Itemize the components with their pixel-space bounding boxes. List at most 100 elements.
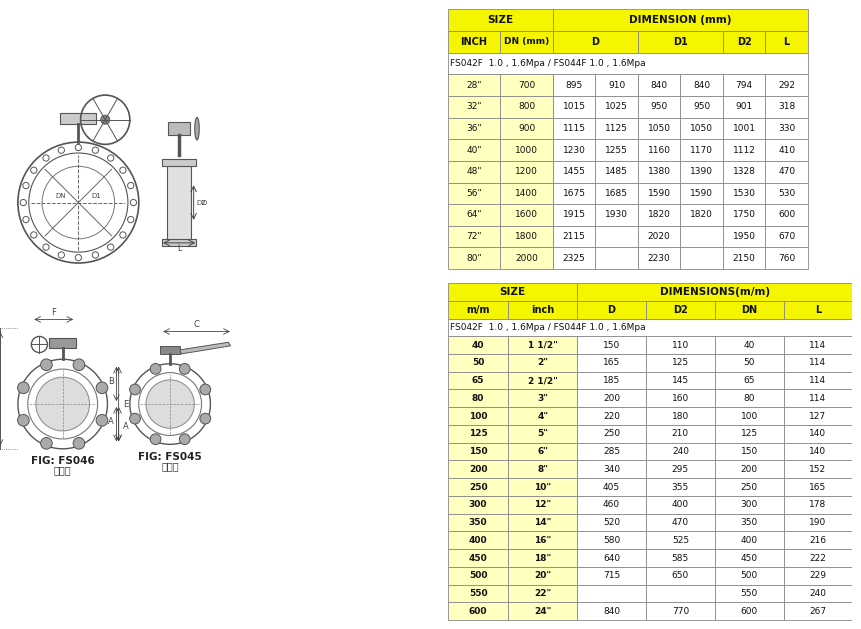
FancyBboxPatch shape [723, 139, 765, 161]
Text: 670: 670 [778, 232, 796, 241]
FancyBboxPatch shape [508, 372, 577, 389]
Text: 450: 450 [740, 554, 758, 562]
FancyBboxPatch shape [638, 96, 680, 118]
Text: 140: 140 [809, 430, 827, 438]
FancyBboxPatch shape [577, 584, 646, 603]
FancyBboxPatch shape [596, 247, 638, 269]
FancyBboxPatch shape [715, 460, 784, 478]
Text: 2325: 2325 [563, 253, 585, 263]
Text: 齿轮式: 齿轮式 [54, 465, 71, 476]
Text: 840: 840 [603, 607, 620, 616]
FancyBboxPatch shape [577, 283, 852, 301]
FancyBboxPatch shape [765, 74, 808, 96]
Text: 200: 200 [740, 465, 758, 474]
FancyBboxPatch shape [784, 425, 852, 443]
Text: 2115: 2115 [563, 232, 585, 241]
Text: INCH: INCH [461, 37, 487, 47]
Text: 125: 125 [672, 359, 689, 367]
FancyBboxPatch shape [508, 514, 577, 532]
FancyBboxPatch shape [765, 161, 808, 182]
Text: 895: 895 [566, 81, 583, 90]
Text: D1: D1 [91, 193, 101, 199]
FancyBboxPatch shape [577, 443, 646, 460]
FancyBboxPatch shape [638, 226, 680, 247]
FancyBboxPatch shape [553, 182, 596, 204]
FancyBboxPatch shape [715, 514, 784, 532]
Circle shape [17, 415, 29, 426]
FancyBboxPatch shape [577, 425, 646, 443]
FancyBboxPatch shape [646, 549, 715, 567]
FancyBboxPatch shape [680, 139, 723, 161]
FancyBboxPatch shape [765, 204, 808, 226]
FancyBboxPatch shape [715, 603, 784, 620]
Text: 48": 48" [467, 167, 482, 176]
Text: 650: 650 [672, 571, 689, 581]
Text: 5": 5" [537, 430, 548, 438]
Ellipse shape [195, 118, 199, 140]
Text: inch: inch [531, 304, 554, 314]
Text: 900: 900 [518, 124, 536, 133]
FancyBboxPatch shape [646, 443, 715, 460]
Text: 1125: 1125 [605, 124, 629, 133]
Text: SIZE: SIZE [499, 287, 525, 297]
Text: 100: 100 [740, 411, 758, 421]
Text: 250: 250 [603, 430, 620, 438]
FancyBboxPatch shape [553, 139, 596, 161]
Text: 550: 550 [740, 589, 758, 598]
FancyBboxPatch shape [596, 96, 638, 118]
Text: 1255: 1255 [605, 145, 629, 155]
FancyBboxPatch shape [448, 139, 500, 161]
Text: 1530: 1530 [733, 189, 756, 198]
Text: 240: 240 [672, 447, 689, 456]
FancyBboxPatch shape [448, 53, 808, 74]
Text: 10": 10" [535, 482, 551, 492]
FancyBboxPatch shape [680, 226, 723, 247]
Circle shape [146, 380, 195, 428]
FancyBboxPatch shape [577, 603, 646, 620]
Text: 185: 185 [603, 376, 620, 385]
Text: 65: 65 [743, 376, 755, 385]
Text: L: L [815, 304, 821, 314]
FancyBboxPatch shape [500, 96, 553, 118]
Text: 22": 22" [534, 589, 551, 598]
FancyBboxPatch shape [646, 478, 715, 496]
Text: 65: 65 [472, 376, 485, 385]
Text: 340: 340 [603, 465, 620, 474]
FancyBboxPatch shape [448, 161, 500, 182]
Text: 3": 3" [537, 394, 548, 403]
FancyBboxPatch shape [508, 389, 577, 407]
FancyBboxPatch shape [715, 478, 784, 496]
Text: 550: 550 [468, 589, 487, 598]
FancyBboxPatch shape [448, 301, 508, 318]
FancyBboxPatch shape [646, 372, 715, 389]
FancyBboxPatch shape [784, 532, 852, 549]
Text: 12": 12" [534, 500, 551, 509]
FancyBboxPatch shape [646, 603, 715, 620]
FancyBboxPatch shape [715, 407, 784, 425]
FancyBboxPatch shape [508, 460, 577, 478]
FancyBboxPatch shape [500, 161, 553, 182]
FancyBboxPatch shape [638, 31, 723, 53]
FancyBboxPatch shape [448, 283, 577, 301]
FancyBboxPatch shape [553, 226, 596, 247]
Text: 180: 180 [672, 411, 689, 421]
Text: 127: 127 [809, 411, 827, 421]
FancyBboxPatch shape [553, 161, 596, 182]
Polygon shape [180, 342, 231, 354]
Text: D2: D2 [673, 304, 688, 314]
Text: 210: 210 [672, 430, 689, 438]
Text: F: F [52, 308, 56, 317]
Text: 80: 80 [743, 394, 755, 403]
FancyBboxPatch shape [638, 247, 680, 269]
FancyBboxPatch shape [765, 139, 808, 161]
Text: 500: 500 [469, 571, 487, 581]
Text: 220: 220 [603, 411, 620, 421]
Text: 32": 32" [467, 103, 482, 111]
Text: 40": 40" [467, 145, 482, 155]
Text: 1025: 1025 [605, 103, 629, 111]
Text: 800: 800 [518, 103, 536, 111]
FancyBboxPatch shape [646, 354, 715, 372]
FancyBboxPatch shape [715, 389, 784, 407]
Circle shape [101, 115, 109, 124]
FancyBboxPatch shape [715, 425, 784, 443]
